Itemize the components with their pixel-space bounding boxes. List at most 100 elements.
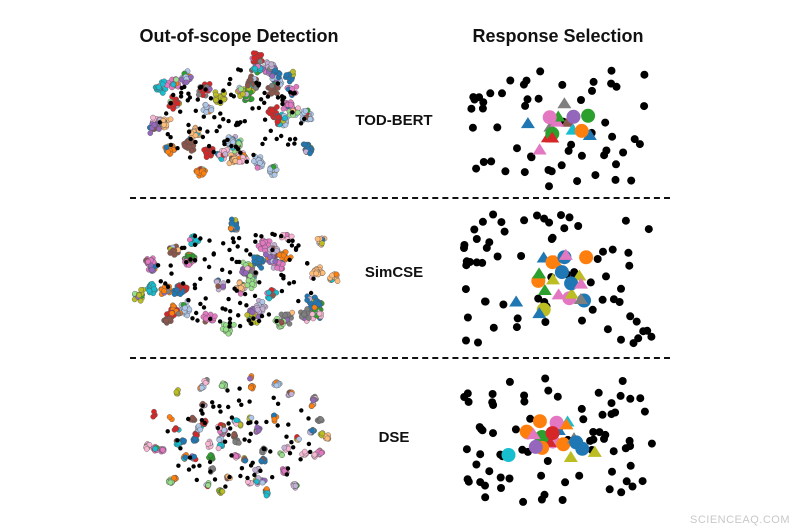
out-of-scope-point <box>253 270 258 275</box>
response-point <box>481 493 490 502</box>
embedding-point <box>274 90 280 97</box>
embedding-point <box>159 81 166 88</box>
row-divider-1 <box>130 197 670 199</box>
out-of-scope-point <box>262 117 268 122</box>
out-of-scope-point <box>288 90 293 95</box>
response-point <box>533 211 541 220</box>
out-of-scope-point <box>187 155 193 160</box>
response-point <box>485 467 494 476</box>
out-of-scope-point <box>284 472 290 477</box>
out-of-scope-point <box>237 323 243 329</box>
embedding-point <box>167 479 174 486</box>
out-of-scope-point <box>217 404 222 409</box>
embedding-point <box>167 116 174 123</box>
out-of-scope-point <box>236 235 242 241</box>
embedding-point <box>259 299 266 305</box>
response-point <box>624 248 633 257</box>
response-point <box>612 160 620 169</box>
embedding-point <box>220 283 226 290</box>
out-of-scope-point <box>208 469 213 474</box>
embedding-point <box>275 85 281 91</box>
response-point <box>496 473 505 482</box>
response-point <box>588 305 597 314</box>
response-circle-marker <box>545 426 560 441</box>
embedding-point <box>309 311 316 318</box>
embedding-point <box>318 416 324 422</box>
embedding-point <box>333 271 340 278</box>
out-of-scope-point <box>180 281 186 286</box>
response-point <box>489 429 497 438</box>
response-point <box>543 457 552 465</box>
response-scatter-tod-bert <box>467 66 649 191</box>
out-of-scope-point <box>228 426 233 431</box>
response-point <box>548 233 557 242</box>
embedding-point <box>253 478 260 485</box>
out-of-scope-point <box>239 466 245 471</box>
embedding-point <box>182 304 188 311</box>
response-circle-marker <box>575 441 590 456</box>
embedding-point <box>269 90 276 96</box>
response-point <box>617 284 625 293</box>
out-of-scope-point <box>218 409 223 414</box>
response-point <box>553 392 562 401</box>
response-circle-marker <box>579 250 594 265</box>
ood-scatter-dse <box>143 373 332 499</box>
out-of-scope-point <box>225 137 230 142</box>
out-of-scope-point <box>292 141 297 146</box>
response-point <box>612 82 621 91</box>
response-point <box>625 261 634 270</box>
embedding-point <box>213 97 219 103</box>
out-of-scope-point <box>197 463 202 468</box>
out-of-scope-point <box>214 128 219 134</box>
embedding-point <box>309 427 315 434</box>
out-of-scope-point <box>256 318 262 324</box>
embedding-point <box>307 116 314 122</box>
embedding-point <box>166 414 173 420</box>
embedding-point <box>177 291 184 298</box>
embedding-point <box>251 254 257 261</box>
out-of-scope-point <box>268 128 273 133</box>
out-of-scope-point <box>299 408 304 413</box>
embedding-point <box>259 479 266 486</box>
out-of-scope-point <box>244 248 249 253</box>
out-of-scope-point <box>308 449 313 455</box>
response-circle-marker <box>528 439 543 454</box>
row-divider-2 <box>130 357 670 359</box>
response-point <box>617 488 626 497</box>
out-of-scope-point <box>244 303 249 308</box>
out-of-scope-point <box>275 423 280 428</box>
out-of-scope-point <box>268 449 273 454</box>
response-point <box>513 314 522 323</box>
response-point <box>577 151 586 160</box>
response-point <box>560 224 569 233</box>
out-of-scope-point <box>258 97 264 102</box>
embedding-point <box>208 107 215 113</box>
embedding-point <box>249 309 256 316</box>
out-of-scope-point <box>275 81 281 86</box>
response-point <box>506 76 515 85</box>
embedding-point <box>150 114 156 121</box>
embedding-point <box>302 108 309 114</box>
embedding-point <box>171 291 178 297</box>
response-point <box>603 325 612 334</box>
out-of-scope-point <box>227 270 233 275</box>
response-point <box>464 477 473 486</box>
out-of-scope-point <box>238 473 243 479</box>
response-point <box>460 393 469 401</box>
out-of-scope-point <box>291 445 296 450</box>
embedding-point <box>288 233 295 240</box>
response-point <box>505 377 514 386</box>
out-of-scope-point <box>228 309 233 314</box>
embedding-point <box>273 382 280 389</box>
embedding-point <box>279 452 285 459</box>
embedding-point <box>231 321 237 328</box>
out-of-scope-point <box>203 296 208 301</box>
response-point <box>511 425 520 434</box>
response-point <box>487 157 496 166</box>
out-of-scope-point <box>291 280 297 285</box>
out-of-scope-point <box>227 320 233 326</box>
out-of-scope-point <box>263 136 268 141</box>
out-of-scope-point <box>186 122 191 128</box>
out-of-scope-point <box>176 463 181 468</box>
embedding-point <box>195 92 202 98</box>
